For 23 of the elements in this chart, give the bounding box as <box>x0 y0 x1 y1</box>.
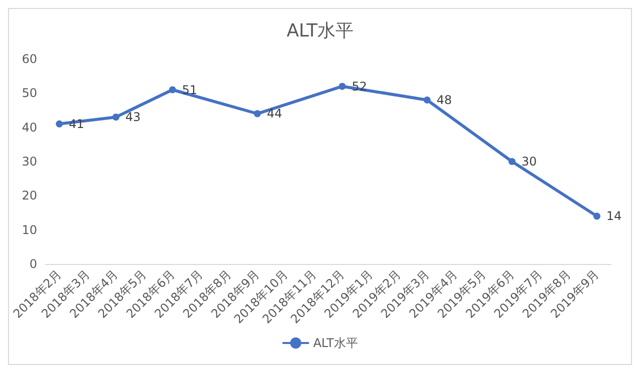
data-label: 14 <box>606 209 622 224</box>
data-label: 43 <box>125 110 141 124</box>
y-tick-label: 30 <box>22 154 38 168</box>
point <box>508 158 516 165</box>
point <box>56 120 63 128</box>
point <box>112 114 120 121</box>
y-tick-label: 20 <box>22 188 38 203</box>
data-label: 51 <box>182 82 198 97</box>
point <box>424 96 431 104</box>
chart-title: ALT水平 <box>286 20 354 42</box>
y-tick-label: 50 <box>22 86 38 100</box>
data-label: 30 <box>521 154 537 168</box>
y-tick-label: 60 <box>22 52 38 66</box>
legend-label: ALT水平 <box>313 336 358 350</box>
point <box>254 110 261 118</box>
point <box>168 86 176 94</box>
y-tick-label: 10 <box>22 222 38 237</box>
y-tick-label: 0 <box>30 257 38 271</box>
data-label: 48 <box>436 93 452 107</box>
point <box>338 82 346 90</box>
data-label: 44 <box>266 106 282 121</box>
point <box>593 212 600 220</box>
y-tick-label: 40 <box>22 120 38 134</box>
